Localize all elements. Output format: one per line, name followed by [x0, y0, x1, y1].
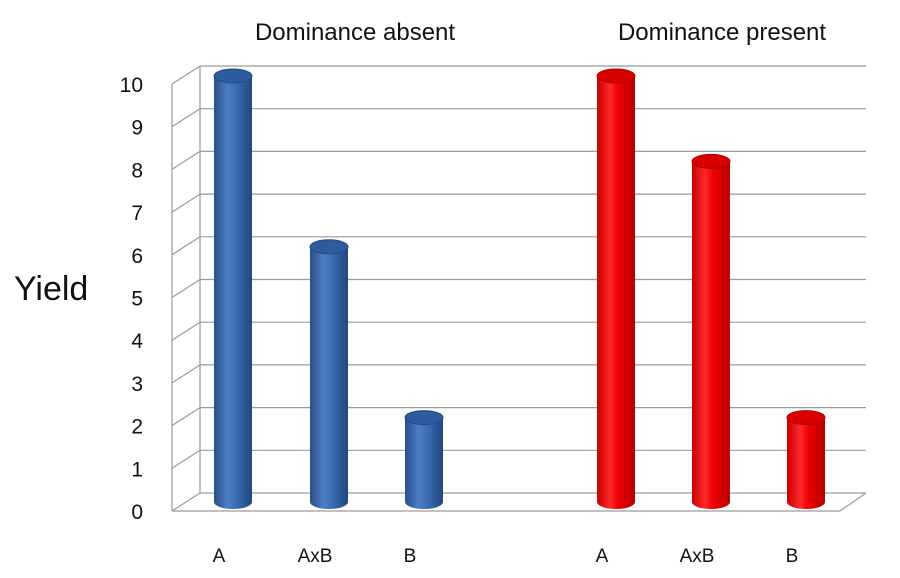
group-title: Dominance present — [618, 19, 826, 46]
side-gridline — [171, 449, 201, 469]
x-tick-label: AxB — [298, 546, 333, 567]
bar — [691, 153, 731, 509]
side-gridline — [171, 65, 201, 85]
group-title: Dominance absent — [255, 19, 455, 46]
x-tick-label: A — [213, 546, 226, 567]
bar-cap — [786, 410, 826, 426]
bar-body — [310, 246, 348, 510]
y-tick-label: 3 — [131, 373, 143, 396]
side-gridline — [171, 108, 201, 128]
x-tick-label: B — [404, 546, 417, 567]
bars — [213, 68, 826, 510]
side-gridline — [171, 236, 201, 256]
side-gridline — [171, 364, 201, 384]
y-tick-label: 4 — [131, 330, 143, 353]
bar-cap — [309, 239, 349, 255]
y-tick-label: 5 — [131, 288, 143, 311]
y-tick-label: 0 — [131, 501, 143, 524]
bar — [309, 239, 349, 510]
side-gridline — [171, 193, 201, 213]
y-tick-label: 7 — [131, 202, 143, 225]
bar-body — [405, 417, 443, 509]
y-tick-label: 2 — [131, 416, 143, 439]
side-gridline — [171, 492, 201, 512]
y-tick-label: 1 — [131, 458, 143, 481]
x-tick-label: A — [596, 546, 609, 567]
bar-cap — [404, 410, 444, 426]
side-gridline — [171, 278, 201, 299]
bar-cap — [691, 153, 731, 169]
y-tick-label: 8 — [131, 159, 143, 182]
floor-right-edge — [839, 492, 867, 512]
bar — [786, 410, 826, 509]
bar-body — [597, 76, 635, 509]
bar — [596, 68, 636, 509]
bar-body — [787, 417, 825, 509]
labels: Dominance absent A AxB B Dominance present A A… — [213, 19, 827, 567]
y-tick-label: 6 — [131, 245, 143, 268]
y-tick-label: 9 — [131, 117, 143, 140]
y-axis-label: Yield — [14, 270, 88, 308]
bar-body — [692, 161, 730, 509]
bar-cap — [596, 68, 636, 84]
y-tick-label: 10 — [120, 74, 143, 97]
y-axis: 0 1 2 3 4 5 6 7 8 9 10 Yield — [14, 74, 143, 524]
x-tick-label: B — [786, 546, 799, 567]
bar — [404, 410, 444, 509]
bar-cap — [213, 68, 253, 84]
x-tick-label: AxB — [680, 546, 715, 567]
side-gridline — [171, 150, 201, 170]
grid — [171, 65, 867, 512]
side-gridline — [171, 407, 201, 427]
bar — [213, 68, 253, 509]
side-gridline — [171, 321, 201, 341]
bar-body — [214, 76, 252, 509]
